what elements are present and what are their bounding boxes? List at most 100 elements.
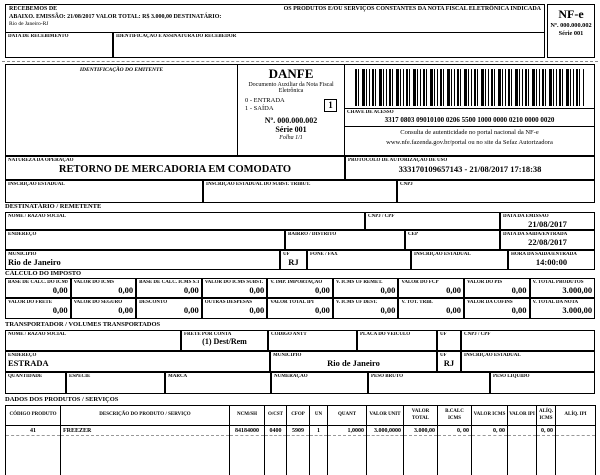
produto-valor-total: 3.000,00 — [403, 425, 438, 436]
produto-aliq-icms: 0, 00 — [536, 425, 556, 436]
field-dest-nome: NOME / RAZÃO SOCIAL — [5, 212, 365, 230]
field-peso-liquido: PESO LÍQUIDO — [490, 372, 595, 394]
field-valor-total-ipi: VALOR TOTAL IPI 0,00 — [267, 298, 333, 319]
natureza-protocolo-row: NATUREZA DA OPERAÇÃO RETORNO DE MERCADOR… — [5, 156, 595, 180]
field-valor-pis: VALOR DO PIS 0,00 — [463, 278, 530, 298]
field-data-emissao: DATA DA EMISSÃO 21/08/2017 — [500, 212, 595, 230]
receipt-recebemos-label: RECEBEMOS DE — [9, 6, 58, 12]
danfe-sheet: Folha 1/1 — [279, 134, 303, 141]
access-key-label: CHAVE DE ACESSO — [347, 110, 394, 115]
transportador-row1: NOME / RAZÃO SOCIAL FRETE POR CONTA (1) … — [5, 330, 595, 351]
field-dest-bairro: BAIRRO / DISTRITO — [285, 230, 405, 250]
produto-cfop: 5909 — [286, 425, 310, 436]
field-dest-fone-fax: FONE / FAX — [307, 250, 411, 270]
imposto-row2: VALOR DO FRETE 0,00 VALOR DO SEGURO 0,00 D… — [5, 298, 596, 319]
municipio-value: Rio de Janeiro — [8, 256, 61, 267]
produto-valor-unit: 3.000,0000 — [366, 425, 404, 436]
barcode — [355, 69, 584, 106]
col-valor-icms: VALOR ICMS — [471, 405, 508, 426]
receipt-signature-row: DATA DE RECEBIMENTO IDENTIFICAÇÃO E ASSI… — [5, 32, 545, 58]
hora-saida-value: 14:00:00 — [535, 256, 568, 267]
col-quant: QUANT — [327, 405, 367, 426]
field-protocolo-autorizacao: PROTOCOLO DE AUTORIZAÇÃO DE USO 33317010… — [345, 156, 595, 180]
field-dest-municipio: MUNICÍPIO Rio de Janeiro — [5, 250, 280, 270]
col-aliq-ipi: ALÍQ. IPI — [555, 405, 596, 426]
receipt-emission-text: ABAIXO. EMISSÃO: 21/08/2017 VALOR TOTAL:… — [9, 13, 222, 20]
transportador-section-label: TRANSPORTADOR / VOLUMES TRANSPORTADOS — [5, 321, 161, 328]
danfe-box: DANFE Documento Auxiliar da Nota Fiscal … — [237, 64, 345, 156]
uf-value: RJ — [288, 256, 299, 267]
barcode-box: CHAVE DE ACESSO 3317 0803 09010100 0206 … — [344, 64, 595, 156]
field-transp-cnpj-cpf: CNPJ / CPF — [461, 330, 595, 351]
col-ncm-sh: NCM/SH — [229, 405, 265, 426]
cut-line — [2, 61, 598, 62]
field-dest-uf: UF RJ — [280, 250, 307, 270]
data-emissao-value: 21/08/2017 — [528, 218, 567, 229]
field-outras-despesas: OUTRAS DESPESAS 0,00 — [201, 298, 268, 319]
danfe-number: Nº. 000.000.002 — [264, 115, 318, 125]
produto-quant: 1,0000 — [327, 425, 367, 436]
inscricao-row: INSCRIÇÃO ESTADUAL INSCRIÇÃO ESTADUAL DO… — [5, 180, 595, 203]
field-transp-municipio: MUNICÍPIO Rio de Janeiro — [270, 351, 437, 372]
nfe-number: Nº. 000.000.002 — [550, 21, 592, 29]
produto-descricao: FREEZER — [60, 425, 230, 436]
produto-bcalc-icms: 0, 00 — [437, 425, 472, 436]
destinatario-row2: ENDEREÇO BAIRRO / DISTRITO CEP DATA DA S… — [5, 230, 595, 250]
frete-por-conta-value: (1) Dest/Rem — [202, 336, 247, 346]
field-peso-bruto: PESO BRUTO — [368, 372, 490, 394]
field-desconto: DESCONTO 0,00 — [136, 298, 202, 319]
field-frete-por-conta: FRETE POR CONTA (1) Dest/Rem — [181, 330, 268, 351]
protocolo-value: 333170109657143 - 21/08/2017 17:18:38 — [398, 163, 542, 174]
field-transp-uf2: UF RJ — [437, 351, 461, 372]
imposto-section-label: CÁLCULO DO IMPOSTO — [5, 270, 82, 277]
receipt-destination-text: Rio de Janeiro-RJ — [9, 21, 49, 27]
destinatario-row1: NOME / RAZÃO SOCIAL CNPJ / CPF DATA DA E… — [5, 212, 595, 230]
field-valor-imp-importacao: V. IMP. IMPORTAÇÃO 0,00 — [267, 278, 333, 298]
field-data-saida-entrada: DATA DA SAÍDA/ENTRADA 22/08/2017 — [500, 230, 595, 250]
transp-municipio-value: Rio de Janeiro — [327, 357, 380, 368]
field-dest-cnpj-cpf: CNPJ / CPF — [365, 212, 500, 230]
field-valor-frete: VALOR DO FRETE 0,00 — [5, 298, 71, 319]
nfe-series: Série 001 — [558, 30, 584, 38]
col-descricao: DESCRIÇÃO DO PRODUTO / SERVIÇO — [60, 405, 230, 426]
emitente-label: IDENTIFICAÇÃO DO EMITENTE — [79, 67, 164, 73]
field-quantidade: QUANTIDADE — [5, 372, 66, 394]
imposto-row1: BASE DE CALC. DO ICMS 0,00 VALOR DO ICMS 0… — [5, 278, 596, 298]
produto-un: 1 — [309, 425, 328, 436]
field-valor-icms-subst: VALOR DO ICMS SUBST. 0,00 — [201, 278, 268, 298]
field-total-trib: V. TOT. TRIB. 0,00 — [398, 298, 464, 319]
access-key-value: 3317 0803 09010100 0206 5500 1000 0000 0… — [384, 115, 555, 124]
field-numeracao: NUMERAÇÃO — [271, 372, 368, 394]
produtos-header-row: CÓDIGO PRODUTO DESCRIÇÃO DO PRODUTO / SE… — [5, 405, 596, 426]
produto-codigo: 41 — [5, 425, 61, 436]
produto-ocst: 0400 — [264, 425, 287, 436]
data-saida-value: 22/08/2017 — [528, 236, 567, 247]
transportador-row2: ENDEREÇO ESTRADA MUNICÍPIO Rio de Janeir… — [5, 351, 595, 372]
danfe-series: Série 001 — [275, 125, 307, 135]
produto-ncm: 84184000 — [229, 425, 265, 436]
field-inscricao-subst-tribut: INSCRIÇÃO ESTADUAL DO SUBST. TRIBUT. — [203, 180, 397, 203]
field-icms-uf-remet: V. ICMS UF REMET. 0,00 — [332, 278, 399, 298]
col-un: UN — [309, 405, 328, 426]
produtos-empty-row — [5, 435, 596, 475]
field-inscricao-estadual: INSCRIÇÃO ESTADUAL — [5, 180, 203, 203]
tipo-nf-indicator: 1 — [324, 98, 337, 112]
col-ocst: O/CST — [264, 405, 287, 426]
field-base-calc-icms-st: BASE DE CALC. ICMS S.T. 0,00 — [136, 278, 202, 298]
field-data-recebimento: DATA DE RECEBIMENTO — [5, 32, 113, 58]
produtos-table: CÓDIGO PRODUTO DESCRIÇÃO DO PRODUTO / SE… — [5, 405, 596, 475]
field-total-nota: V. TOTAL DA NOTA 3.000,00 — [529, 298, 596, 319]
natureza-value: RETORNO DE MERCADORIA EM COMODATO — [58, 163, 292, 175]
col-aliq-icms: ALÍQ. ICMS — [536, 405, 556, 426]
field-transp-endereco: ENDEREÇO ESTRADA — [5, 351, 270, 372]
col-valor-ipi: VALOR IPI — [507, 405, 537, 426]
field-hora-saida-entrada: HORA DA SAÍDA/ENTRADA 14:00:00 — [508, 250, 595, 270]
field-natureza-operacao: NATUREZA DA OPERAÇÃO RETORNO DE MERCADOR… — [5, 156, 345, 180]
destinatario-row3: MUNICÍPIO Rio de Janeiro UF RJ FONE / FA… — [5, 250, 595, 270]
produto-valor-icms: 0, 00 — [471, 425, 508, 436]
field-dest-cep: CEP — [405, 230, 500, 250]
transp-endereco-value: ESTRADA — [8, 357, 49, 368]
col-bcalc-icms: B.CALC ICMS — [437, 405, 472, 426]
transportador-row3: QUANTIDADE ESPÉCIE MARCA NUMERAÇÃO PESO … — [5, 372, 595, 394]
